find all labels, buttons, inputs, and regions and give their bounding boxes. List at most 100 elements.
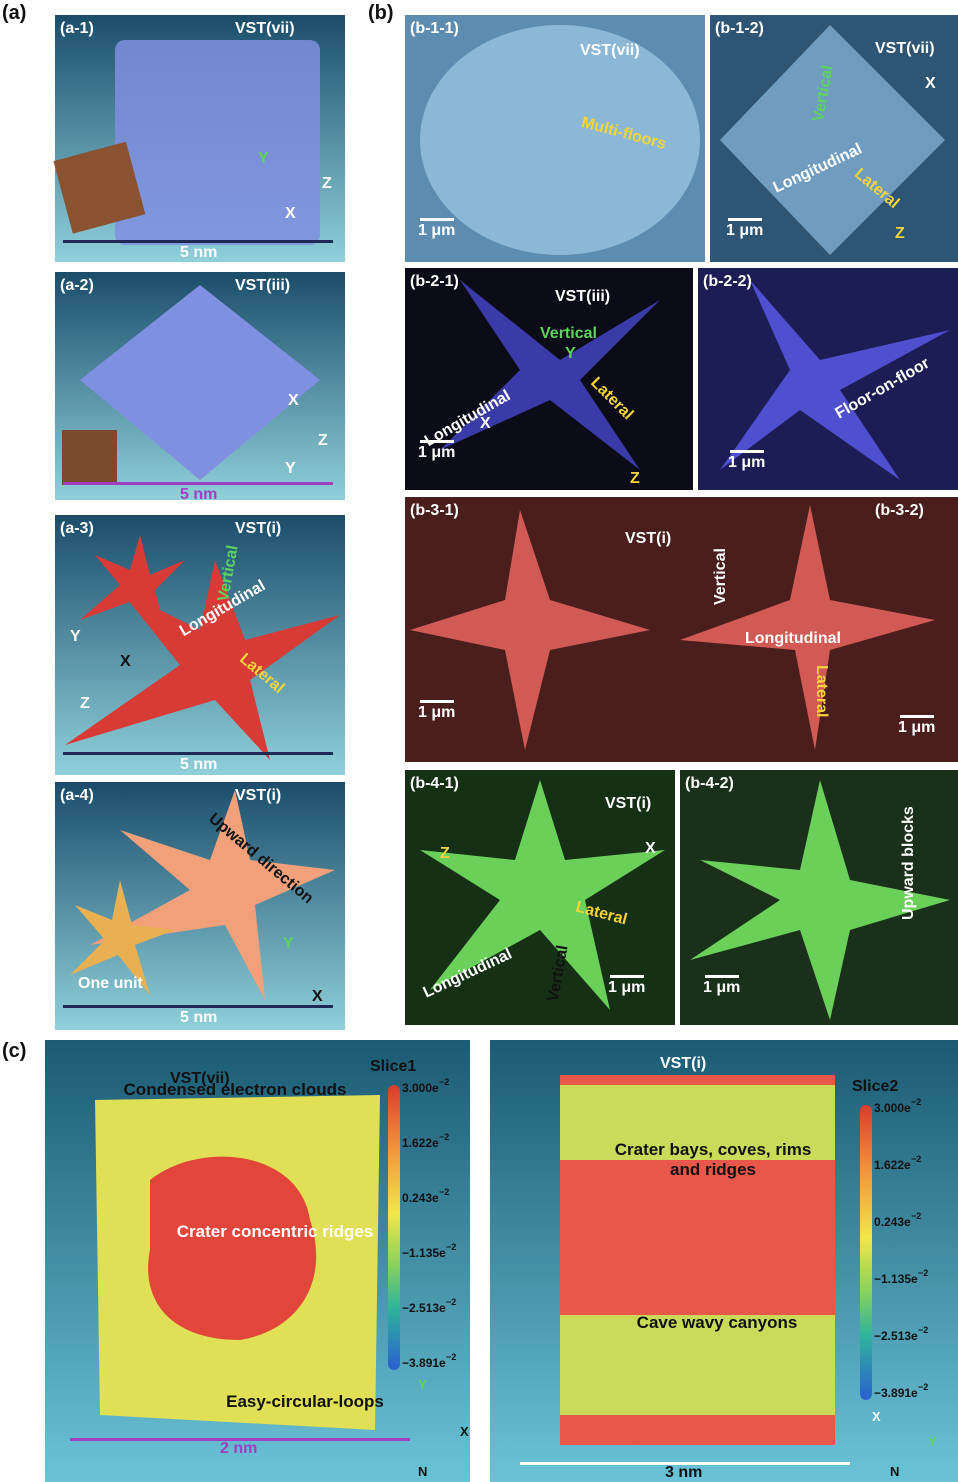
label: VST(i) — [625, 530, 672, 547]
label: Y — [283, 935, 294, 952]
colorbar — [388, 1085, 400, 1370]
label: 0.243e — [874, 1215, 911, 1229]
label: X — [312, 988, 323, 1005]
label: Z — [895, 225, 905, 242]
scale-bar — [63, 240, 333, 243]
label: VST(i) — [235, 520, 282, 537]
label: Vertical — [540, 325, 597, 342]
label: −1.135e — [402, 1246, 446, 1260]
unit-cell — [62, 430, 117, 485]
label: X — [480, 415, 491, 432]
label: Crater bays, coves, rims and ridges — [614, 1140, 812, 1179]
label: VST(i) — [235, 787, 282, 804]
label: (c) — [2, 1040, 27, 1062]
star — [65, 560, 340, 760]
scale-bar — [70, 1438, 410, 1441]
label: 1.622e — [402, 1136, 439, 1150]
label: Crater concentric ridges — [176, 1222, 374, 1241]
label: Y — [418, 1377, 427, 1392]
label: 1 μm — [726, 222, 764, 239]
star — [410, 510, 650, 750]
label: Easy-circular-loops — [226, 1392, 384, 1411]
label: (b) — [368, 2, 394, 24]
label: (b-4-2) — [685, 775, 734, 792]
scale-bar — [63, 752, 333, 755]
label: (a-4) — [60, 787, 94, 804]
band — [560, 1315, 835, 1415]
label: −2 — [446, 1352, 457, 1362]
label: −2 — [918, 1325, 929, 1335]
label: X — [288, 392, 299, 409]
star — [80, 535, 185, 630]
scale-bar — [705, 975, 739, 978]
scale-bar — [63, 1005, 333, 1008]
scale-bar — [730, 450, 764, 453]
particle — [420, 25, 700, 255]
label: −3.891e — [874, 1386, 918, 1400]
particle — [440, 280, 660, 470]
label: −2 — [439, 1077, 450, 1087]
label: (b-3-2) — [875, 502, 924, 519]
star — [90, 790, 335, 1000]
label: X — [645, 840, 656, 857]
label: Z — [630, 470, 640, 487]
label: Upward blocks — [900, 806, 917, 920]
label: −2 — [911, 1211, 922, 1221]
star — [690, 780, 950, 1020]
colorbar — [860, 1105, 872, 1400]
label: Longitudinal — [745, 630, 841, 647]
label: Z — [80, 695, 90, 712]
scale-bar — [63, 482, 333, 485]
label: N — [890, 1464, 900, 1479]
label: Condensed electron clouds — [123, 1080, 347, 1099]
label: Z — [322, 175, 332, 192]
label: 3.000e — [874, 1101, 911, 1115]
label: VST(vii) — [875, 40, 935, 57]
label: Y — [285, 460, 296, 477]
scale-bar — [610, 975, 644, 978]
label: N — [418, 1464, 428, 1479]
label: −2 — [911, 1154, 922, 1164]
label: −2 — [446, 1242, 457, 1252]
label: −1.135e — [874, 1272, 918, 1286]
label: X — [285, 205, 296, 222]
label: 1 μm — [418, 704, 456, 721]
label: 1 μm — [418, 222, 456, 239]
crystal — [115, 40, 320, 245]
band — [560, 1085, 835, 1160]
particle — [720, 25, 945, 255]
label: (a-3) — [60, 520, 94, 537]
label: 5 nm — [180, 244, 218, 261]
crater — [148, 1156, 317, 1340]
label: X — [460, 1424, 469, 1439]
label: VST(vii) — [170, 1070, 230, 1087]
label: VST(iii) — [235, 277, 291, 294]
label: Z — [318, 432, 328, 449]
label: Z — [440, 845, 450, 862]
label: 0.243e — [402, 1191, 439, 1205]
label: VST(i) — [605, 795, 652, 812]
label: Y — [70, 628, 81, 645]
label: 3.000e — [402, 1081, 439, 1095]
label: X — [872, 1409, 881, 1424]
label: Y — [258, 150, 269, 167]
label: −2 — [446, 1297, 457, 1307]
label: 1 μm — [898, 719, 936, 736]
label: (b-4-1) — [410, 775, 459, 792]
label: 1 μm — [608, 979, 646, 996]
label: −2 — [439, 1132, 450, 1142]
label: −2 — [911, 1097, 922, 1107]
label: Slice2 — [852, 1078, 899, 1095]
label: Cave wavy canyons — [636, 1313, 798, 1332]
label: 1 μm — [728, 454, 766, 471]
star — [70, 880, 175, 995]
star — [420, 780, 665, 1010]
label: VST(vii) — [580, 42, 640, 59]
label: X — [925, 75, 936, 92]
label: 5 nm — [180, 756, 218, 773]
scale-bar — [420, 700, 454, 703]
label: 1.622e — [874, 1158, 911, 1172]
unit-cell — [53, 141, 146, 234]
